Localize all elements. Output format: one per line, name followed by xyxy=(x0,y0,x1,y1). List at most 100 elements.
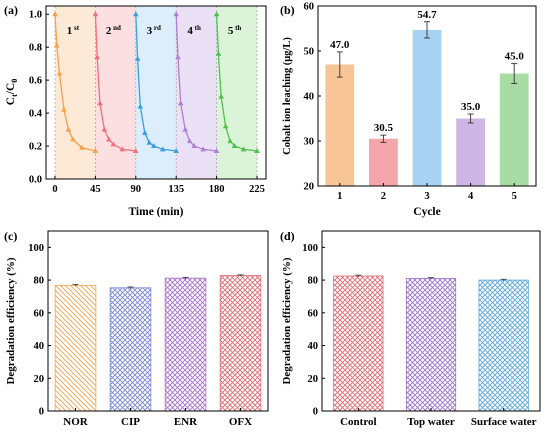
y-tick-label: 0.0 xyxy=(29,175,42,186)
data-point xyxy=(213,147,220,153)
panel-a: (a) 1 st 2 nd 3 rd 4 th 5 th 0 45 90 135 180 225 … xyxy=(4,3,267,218)
x-tick-label: CIP xyxy=(121,416,140,428)
bar xyxy=(54,284,97,412)
data-point xyxy=(101,126,108,132)
x-tick-label: 225 xyxy=(249,184,265,195)
data-point xyxy=(175,54,181,60)
bar xyxy=(412,29,442,186)
x-tick-label: 45 xyxy=(90,184,101,195)
y-tick-label: 20 xyxy=(304,182,315,193)
data-label: 45.0 xyxy=(505,51,525,63)
bar xyxy=(499,73,529,186)
x-tick-label: 135 xyxy=(168,184,184,195)
x-axis-title-a: Time (min) xyxy=(128,206,183,218)
data-point xyxy=(182,126,188,132)
bar xyxy=(456,118,485,186)
panel-b-label: (b) xyxy=(280,3,295,17)
x-tick-label: 3 xyxy=(424,191,429,202)
data-point xyxy=(150,143,157,149)
cycle-label: 1 st xyxy=(67,24,80,37)
bars-c xyxy=(54,274,262,412)
data-point xyxy=(222,123,229,129)
y-tick-label: 0.4 xyxy=(29,109,43,120)
data-label: 35.0 xyxy=(461,101,481,113)
data-point xyxy=(213,11,220,17)
data-point xyxy=(61,106,67,112)
data-point xyxy=(97,100,103,106)
y-tick-label: 0.2 xyxy=(29,142,42,153)
y-tick-label: 100 xyxy=(302,243,318,254)
data-point xyxy=(227,138,233,144)
panel-d: (d) Control Top water Surface water 0 20 40 6… xyxy=(280,229,541,428)
y-tick-label: 80 xyxy=(308,276,319,287)
y-tick-label: 0.8 xyxy=(29,43,42,54)
x-tick-label: 0 xyxy=(52,184,57,195)
x-tick-label: ENR xyxy=(174,416,198,428)
cycle-label: 3 rd xyxy=(147,24,161,37)
y-tick-label: 80 xyxy=(34,276,45,287)
data-point xyxy=(92,147,99,153)
data-point xyxy=(254,147,260,153)
data-point xyxy=(132,147,139,153)
data-point xyxy=(159,146,166,152)
data-point xyxy=(79,144,85,150)
y-tick-label: 50 xyxy=(304,47,315,58)
y-tick-label: 60 xyxy=(34,308,45,319)
x-axis-c: NOR CIP ENR OFX xyxy=(63,408,252,428)
y-tick-label: 40 xyxy=(304,92,315,103)
data-point xyxy=(56,70,63,76)
decay-curves xyxy=(52,11,260,153)
x-tick-label: OFX xyxy=(229,416,252,428)
x-tick-label: 2 xyxy=(381,191,386,202)
cycle-label: 4 th xyxy=(187,24,201,37)
bar xyxy=(405,278,457,412)
bar xyxy=(164,277,207,412)
data-point xyxy=(106,136,112,142)
plot-frame-a xyxy=(45,5,267,180)
x-tick-label: Top water xyxy=(407,416,455,428)
data-point xyxy=(177,100,184,106)
x-tick-label: 180 xyxy=(209,184,225,195)
data-point xyxy=(146,139,153,145)
x-tick-label: 90 xyxy=(131,184,142,195)
x-tick-label: Control xyxy=(340,416,376,428)
y-tick-label: 60 xyxy=(308,308,319,319)
x-tick-label: 1 xyxy=(337,191,342,202)
data-point xyxy=(215,50,222,56)
y-axis-c: 0 20 40 60 80 100 xyxy=(28,243,51,418)
series-line xyxy=(94,14,136,152)
data-point xyxy=(52,11,58,17)
data-point xyxy=(132,11,139,17)
y-axis-title-b: Cobalt ion leaching (μg/L) xyxy=(282,37,293,155)
x-axis-a: 0 45 90 135 180 225 xyxy=(52,176,265,195)
data-point xyxy=(110,141,117,147)
data-point xyxy=(200,146,206,152)
series-line xyxy=(135,14,177,152)
plot-frame-c xyxy=(47,230,269,412)
data-point xyxy=(191,143,197,149)
bar xyxy=(325,64,355,186)
bar xyxy=(333,275,384,412)
y-tick-label: 100 xyxy=(28,243,44,254)
panel-d-label: (d) xyxy=(280,229,295,243)
x-tick-label: Surface water xyxy=(471,416,537,428)
x-tick-label: 5 xyxy=(512,191,517,202)
data-point xyxy=(94,54,100,60)
data-point xyxy=(141,129,148,135)
bar xyxy=(478,279,529,412)
bar xyxy=(109,287,152,412)
series-line xyxy=(175,14,217,152)
data-point xyxy=(134,55,141,61)
cycle-labels: 1 st 2 nd 3 rd 4 th 5 th xyxy=(67,24,242,37)
data-point xyxy=(218,93,224,99)
data-point xyxy=(92,11,99,17)
series-line xyxy=(215,14,258,152)
bars-d xyxy=(333,274,529,412)
panel-b: (b) 47.0 30.5 54.7 35.0 45.0 1 2 3 4 5 20 30 40 50 6… xyxy=(280,2,537,218)
data-point xyxy=(231,143,238,149)
y-tick-label: 40 xyxy=(34,341,45,352)
data-label: 47.0 xyxy=(330,39,350,51)
panel-c: (c) NOR CIP ENR OFX 0 20 40 60 80 100 Degradatio… xyxy=(4,229,269,428)
y-axis-a: 0.0 0.2 0.4 0.6 0.8 1.0 xyxy=(29,10,49,186)
